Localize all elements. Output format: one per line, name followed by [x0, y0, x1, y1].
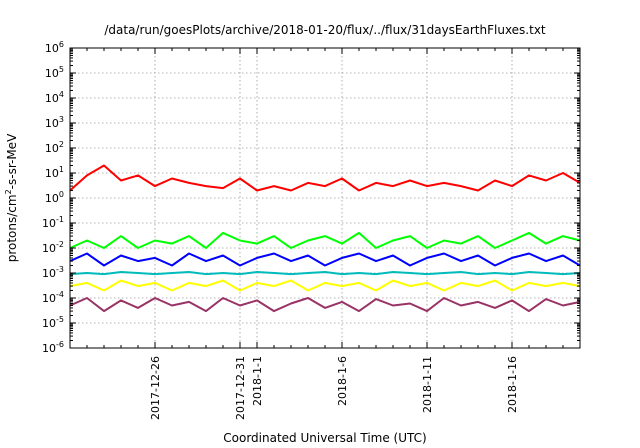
y-tick-label: 10-2 [42, 240, 64, 255]
x-axis-label: Coordinated Universal Time (UTC) [223, 431, 426, 445]
y-tick-label: 103 [45, 115, 64, 130]
y-tick-label: 10-6 [42, 340, 64, 355]
y-axis-label: protons/cm2-s-sr-MeV [4, 133, 19, 262]
series-line-6 [69, 297, 581, 313]
x-tick-label: 2018-1-16 [506, 356, 519, 413]
data-series [69, 164, 581, 313]
x-tick-label: 2018-1-11 [421, 356, 434, 413]
x-tick-label: 2017-12-26 [149, 356, 162, 420]
y-tick-label: 10-3 [42, 265, 64, 280]
series-line-1 [69, 164, 581, 192]
y-tick-label: 105 [45, 65, 64, 80]
x-tick-label: 2018-1-6 [336, 356, 349, 406]
series-line-2 [69, 231, 581, 249]
y-tick-label: 10-1 [42, 215, 64, 230]
series-line-5 [69, 279, 581, 292]
axis-ticks: 10-6 10-5 10-4 10-3 10-2 10-1 100 101 102 103 104 1… [42, 40, 581, 420]
y-tick-label: 10-5 [42, 315, 64, 330]
y-tick-label: 104 [45, 90, 64, 105]
y-tick-label: 10-4 [42, 290, 64, 305]
series-line-3 [69, 252, 581, 267]
y-tick-label: 106 [45, 40, 64, 55]
y-tick-label: 102 [45, 140, 64, 155]
x-tick-label: 2017-12-31 [234, 356, 247, 420]
y-tick-label: 100 [45, 190, 64, 205]
series-line-4 [69, 271, 581, 276]
chart-title: /data/run/goesPlots/archive/2018-01-20/f… [104, 23, 546, 37]
y-tick-label: 101 [45, 165, 64, 180]
x-tick-label: 2018-1-1 [251, 356, 264, 406]
